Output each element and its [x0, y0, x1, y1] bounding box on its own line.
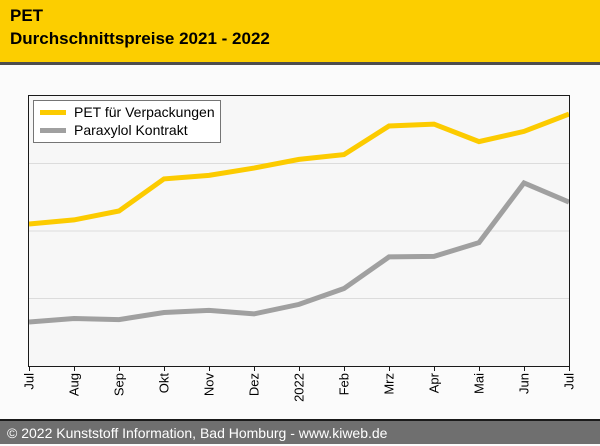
- x-axis-label: Jul: [562, 373, 577, 395]
- x-axis-label: 2022: [292, 373, 307, 407]
- series-line-pet: [29, 111, 569, 227]
- x-axis-label-text: Mrz: [381, 373, 397, 395]
- legend-label-paraxylol: Paraxylol Kontrakt: [74, 122, 188, 138]
- x-axis-tick: [388, 367, 390, 371]
- line-chart: [29, 111, 569, 325]
- x-axis-label-text: 2022: [291, 373, 307, 402]
- x-axis-label: Feb: [337, 373, 352, 400]
- x-axis-label-text: Dez: [246, 373, 262, 397]
- x-axis-label: Dez: [247, 373, 262, 401]
- x-axis-label-text: Apr: [426, 373, 442, 394]
- x-axis-label-text: Nov: [201, 373, 217, 397]
- title-line-2: Durchschnittspreise 2021 - 2022: [10, 29, 270, 48]
- legend-label-pet: PET für Verpackungen: [74, 104, 215, 120]
- x-axis-tick: [433, 367, 435, 371]
- legend-item-paraxylol: Paraxylol Kontrakt: [34, 121, 220, 139]
- legend-color-swatch-pet: [40, 109, 66, 115]
- x-axis-label: Jun: [517, 373, 532, 399]
- page-title: PET Durchschnittspreise 2021 - 2022: [0, 0, 600, 50]
- x-axis-tick: [118, 367, 120, 371]
- x-axis-label: Sep: [112, 373, 127, 401]
- x-axis-tick: [208, 367, 210, 371]
- legend: PET für Verpackungen Paraxylol Kontrakt: [33, 100, 221, 143]
- x-axis-label-text: Okt: [156, 373, 172, 394]
- x-axis-label-text: Aug: [66, 373, 82, 397]
- x-axis-label: Jul: [22, 373, 37, 395]
- x-axis-label-text: Jun: [516, 373, 532, 394]
- x-axis-label-text: Mai: [471, 373, 487, 394]
- header: PET Durchschnittspreise 2021 - 2022: [0, 0, 600, 65]
- copyright-text: © 2022 Kunststoff Information, Bad Hombu…: [7, 425, 388, 441]
- x-axis-tick: [163, 367, 165, 371]
- x-axis-tick: [28, 367, 30, 371]
- x-axis-tick: [253, 367, 255, 371]
- legend-item-pet: PET für Verpackungen: [34, 103, 220, 121]
- x-axis-tick: [523, 367, 525, 371]
- x-axis-tick: [73, 367, 75, 371]
- legend-color-swatch-paraxylol: [40, 127, 66, 133]
- x-axis-label: Apr: [427, 373, 442, 398]
- footer: © 2022 Kunststoff Information, Bad Hombu…: [0, 419, 600, 444]
- x-axis-label-text: Feb: [336, 373, 352, 396]
- x-axis-tick: [478, 367, 480, 371]
- x-axis-label-text: Jul: [561, 373, 577, 390]
- x-axis-label: Mai: [472, 373, 487, 399]
- title-line-1: PET: [10, 6, 44, 25]
- series-line-paraxylol: [29, 179, 569, 325]
- x-axis-tick: [568, 367, 570, 371]
- x-axis-label: Okt: [157, 373, 172, 398]
- x-axis-label: Aug: [67, 373, 82, 401]
- x-axis-label: Mrz: [382, 373, 397, 400]
- x-axis-label: Nov: [202, 373, 217, 401]
- x-axis-label-text: Jul: [21, 373, 37, 390]
- x-axis-label-text: Sep: [111, 373, 127, 397]
- x-axis-tick: [298, 367, 300, 371]
- x-axis-tick: [343, 367, 345, 371]
